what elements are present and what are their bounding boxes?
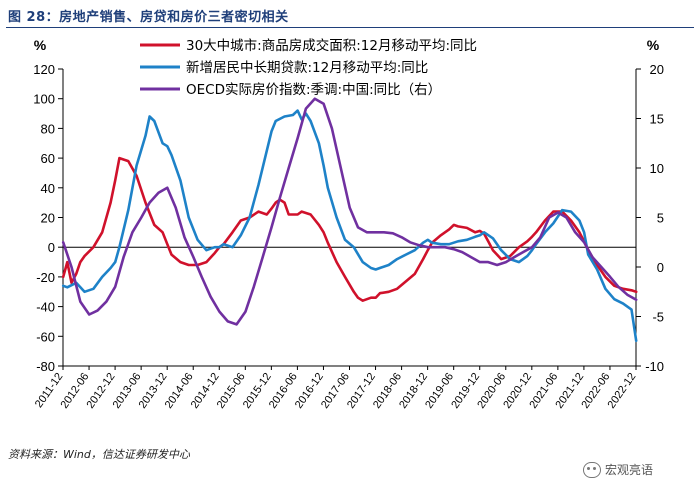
left-tick-label: -40 xyxy=(36,300,55,315)
right-tick-label: -5 xyxy=(652,310,664,325)
series-line-2 xyxy=(61,109,638,343)
right-tick-label: 20 xyxy=(650,62,664,77)
left-tick-label: 60 xyxy=(41,151,55,166)
right-axis-unit: % xyxy=(647,37,660,53)
figure-title: 图 28：房地产销售、房贷和房价三者密切相关 xyxy=(8,10,289,25)
left-axis-unit: % xyxy=(34,37,47,53)
series-line-3 xyxy=(61,97,638,326)
watermark-text: 宏观亮语 xyxy=(605,463,654,477)
left-tick-label: 120 xyxy=(33,62,55,77)
chart-series-lines xyxy=(61,97,638,343)
left-tick-label: -60 xyxy=(36,329,55,344)
chart-legend: 30大中城市:商品房成交面积:12月移动平均:同比新增居民中长期贷款:12月移动… xyxy=(140,37,477,98)
legend-label-3: OECD实际房价指数:季调:中国:同比（右） xyxy=(186,82,441,98)
right-tick-label: 5 xyxy=(657,211,664,226)
left-tick-label: 100 xyxy=(33,92,55,107)
title-divider xyxy=(6,27,694,28)
right-tick-label: 10 xyxy=(650,161,664,176)
left-tick-label: 0 xyxy=(48,240,55,255)
wechat-icon xyxy=(583,461,601,478)
source-note: 资料来源：Wind，信达证券研发中心 xyxy=(8,448,190,461)
left-tick-label: 20 xyxy=(41,211,55,226)
legend-label-2: 新增居民中长期贷款:12月移动平均:同比 xyxy=(186,60,428,76)
legend-label-1: 30大中城市:商品房成交面积:12月移动平均:同比 xyxy=(186,37,477,54)
right-tick-label: 15 xyxy=(650,112,664,127)
right-tick-label: -10 xyxy=(645,359,664,374)
left-tick-label: -20 xyxy=(36,270,55,285)
left-tick-label: 40 xyxy=(41,181,55,196)
left-tick-label: 80 xyxy=(41,121,55,136)
watermark: 宏观亮语 xyxy=(583,461,653,478)
left-tick-label: -80 xyxy=(36,359,55,374)
right-tick-label: 0 xyxy=(657,260,664,275)
line-chart: -80 -60 -40 -20 0 20 40 60 80 100 120 -10 -5 0 5 10 15 20… xyxy=(33,37,664,411)
series-line-1 xyxy=(61,156,638,302)
